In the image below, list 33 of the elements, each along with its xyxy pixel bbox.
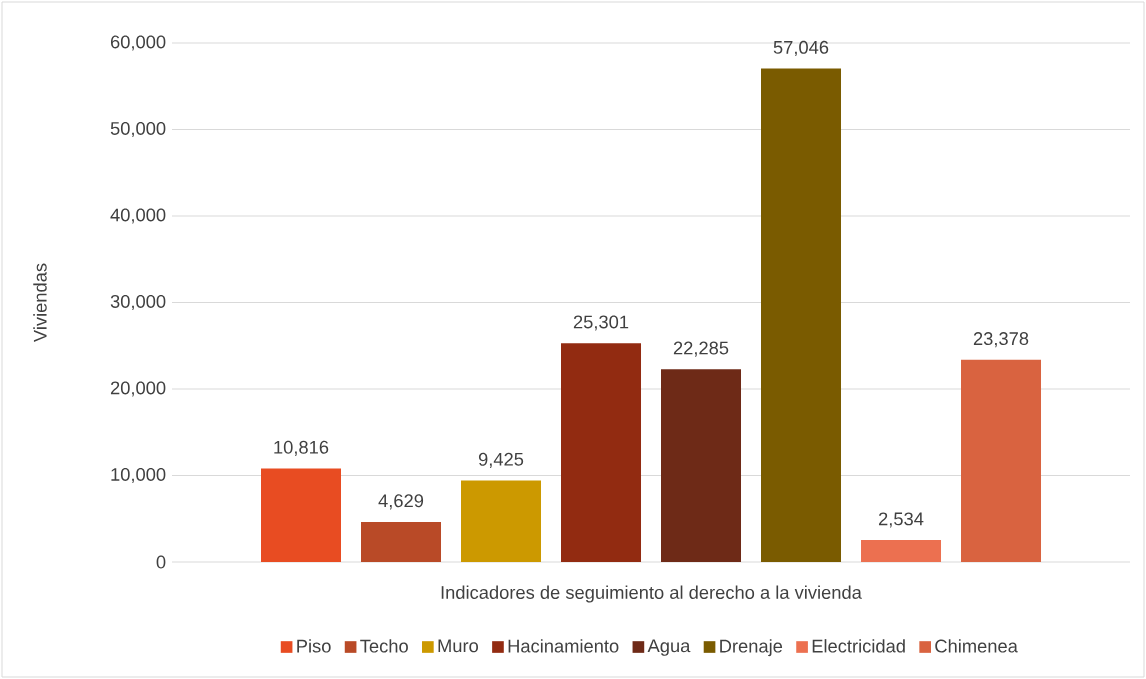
legend-label: Techo [360,639,408,653]
y-tick-label: 40,000 [110,208,166,224]
legend-label: Muro [438,639,478,653]
legend-label: Agua [647,639,691,656]
data-label: 22,285 [673,341,729,357]
y-tick-label: 30,000 [110,294,166,311]
legend-label: Chimenea [935,639,1018,653]
legend-label: Drenaje [720,639,783,657]
y-tick-label: 60,000 [110,35,166,51]
y-tick-label: 20,000 [110,381,166,397]
data-label: 2,534 [878,512,924,528]
data-label: 23,378 [973,332,1029,348]
bar [461,480,542,562]
bar [661,369,741,562]
x-axis-title: Indicadores de seguimiento al derecho a la vivienda [441,585,862,603]
data-label: 4,629 [378,494,424,510]
y-tick-label: 50,000 [110,121,166,138]
data-label: 10,816 [274,440,329,456]
legend-label: Hacinamiento [508,639,619,653]
y-tick-label: 0 [156,555,166,569]
data-label: 57,046 [773,40,829,56]
bar [961,359,1042,562]
y-tick-label: 10,000 [111,467,166,484]
bar [761,68,842,562]
data-label: 9,425 [478,452,524,468]
bar [261,468,341,562]
bar [861,540,942,562]
bar [361,521,441,562]
data-label: 25,301 [573,315,629,331]
bar [561,343,642,562]
legend-label: Electricidad [812,639,905,653]
y-axis-title: Viviendas [33,263,47,342]
legend-label: Piso [297,639,331,653]
